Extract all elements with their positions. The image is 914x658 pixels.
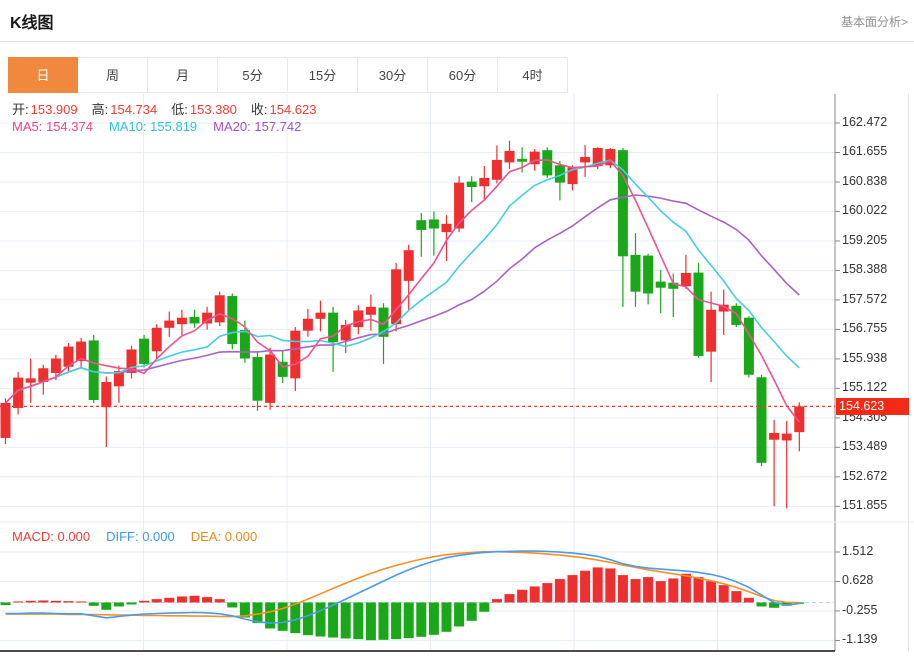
tab-day[interactable]: 日 — [8, 57, 78, 93]
price-axis-label: 155.938 — [842, 350, 888, 365]
fundamental-analysis-link[interactable]: 基本面分析> — [840, 15, 908, 29]
tab-5min[interactable]: 5分 — [218, 57, 288, 93]
page-title: K线图 — [10, 15, 54, 32]
interval-tab-bar: 日周月 5分 15分 30分 60分 4时 — [8, 57, 568, 93]
price-axis-label: 157.572 — [842, 291, 888, 306]
close-label: 收: — [250, 102, 268, 117]
tab-60min[interactable]: 60分 — [428, 57, 498, 93]
diff-value: DIFF: 0.000 — [106, 529, 175, 544]
low-label: 低: — [171, 102, 188, 117]
price-axis-label: 152.672 — [842, 468, 888, 483]
price-axis-label: 158.388 — [842, 262, 888, 277]
price-axis-label: 160.838 — [842, 173, 888, 188]
tab-month[interactable]: 月 — [148, 57, 218, 93]
low-value: 153.380 — [189, 102, 237, 117]
price-axis-label: 156.755 — [842, 321, 888, 336]
tab-week[interactable]: 周 — [78, 57, 148, 93]
macd-axis-label: 0.628 — [842, 573, 874, 588]
price-axis-label: 155.122 — [842, 380, 888, 395]
open-label: 开: — [12, 102, 29, 117]
high-value: 154.734 — [110, 102, 158, 117]
tab-4hour[interactable]: 4时 — [498, 57, 568, 93]
price-axis-label: 160.022 — [842, 203, 888, 218]
last-price-badge: 154.623 — [836, 397, 909, 415]
ma20-legend: MA20: 157.742 — [213, 119, 302, 134]
close-value: 154.623 — [269, 102, 317, 117]
price-axis-label: 153.489 — [842, 439, 888, 454]
open-value: 153.909 — [30, 102, 78, 117]
macd-legend: MACD: 0.000 DIFF: 0.000 DEA: 0.000 — [12, 529, 257, 544]
macd-value: MACD: 0.000 — [12, 529, 91, 544]
panel-header: K线图 基本面分析> — [0, 0, 914, 42]
tab-15min[interactable]: 15分 — [288, 57, 358, 93]
price-axis-label: 151.855 — [842, 498, 888, 513]
price-axis-label: 162.472 — [842, 115, 888, 129]
macd-axis-label: -1.139 — [842, 632, 878, 647]
dea-value: DEA: 0.000 — [190, 529, 258, 544]
high-label: 高: — [91, 102, 109, 117]
ma5-legend: MA5: 154.374 — [12, 119, 93, 134]
macd-axis-label: -0.255 — [842, 602, 878, 617]
ma-legend: MA5: 154.374 MA10: 155.819 MA20: 157.742 — [12, 119, 301, 134]
tab-30min[interactable]: 30分 — [358, 57, 428, 93]
ohlc-legend: 开: 153.909 高: 154.734 低: 153.380 收: 154.623 — [12, 99, 331, 118]
price-axis-label: 161.655 — [842, 144, 888, 159]
ma10-legend: MA10: 155.819 — [108, 119, 198, 134]
price-axis-label: 159.205 — [842, 232, 888, 247]
macd-axis-label: 1.512 — [842, 544, 874, 558]
